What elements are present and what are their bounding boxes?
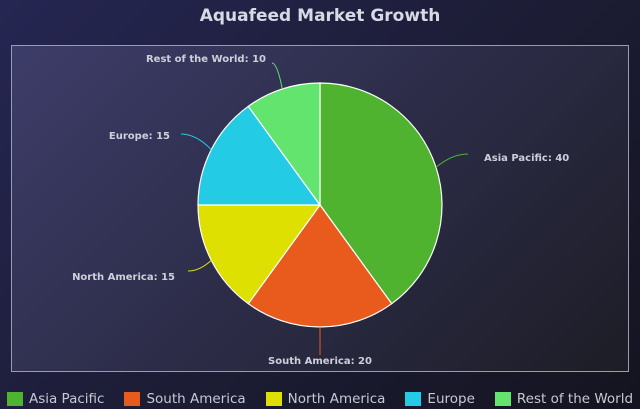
legend-item-north-america[interactable]: North America xyxy=(265,391,386,407)
legend-swatch-asia-pacific xyxy=(6,392,23,406)
legend-swatch-europe xyxy=(405,392,422,406)
legend-label-north-america: North America xyxy=(287,391,386,407)
legend-label-asia-pacific: Asia Pacific xyxy=(28,391,105,407)
legend-label-europe: Europe xyxy=(427,391,475,407)
legend-swatch-south-america xyxy=(124,392,141,406)
data-label-rest-of-the-world: Rest of the World: 10 xyxy=(146,54,266,65)
chart-title: Aquafeed Market Growth xyxy=(199,6,441,26)
data-label-asia-pacific: Asia Pacific: 40 xyxy=(484,153,569,164)
legend-swatch-north-america xyxy=(265,392,282,406)
connector-rest-of-the-world xyxy=(271,62,283,90)
pie-slice-north-america[interactable] xyxy=(197,204,322,305)
pie-slice-europe[interactable] xyxy=(197,105,322,206)
legend-label-rest-of-the-world: Rest of the World xyxy=(516,391,634,407)
legend-item-asia-pacific[interactable]: Asia Pacific xyxy=(6,391,105,407)
legend-item-rest-of-the-world[interactable]: Rest of the World xyxy=(494,391,634,407)
data-label-south-america: South America: 20 xyxy=(268,356,372,367)
connector-asia-pacific xyxy=(435,153,469,168)
pie-slice-south-america[interactable] xyxy=(247,203,393,328)
data-label-north-america: North America: 15 xyxy=(72,272,175,283)
legend-item-south-america[interactable]: South America xyxy=(124,391,246,407)
connector-north-america xyxy=(187,260,212,272)
legend-swatch-rest-of-the-world xyxy=(494,392,511,406)
legend-label-south-america: South America xyxy=(146,391,246,407)
legend-item-europe[interactable]: Europe xyxy=(405,391,475,407)
connector-europe xyxy=(180,133,212,150)
pie-slice-rest-of-the-world[interactable] xyxy=(247,82,321,207)
data-label-europe: Europe: 15 xyxy=(109,131,170,142)
legend: Asia Pacific South America North America… xyxy=(0,390,640,408)
